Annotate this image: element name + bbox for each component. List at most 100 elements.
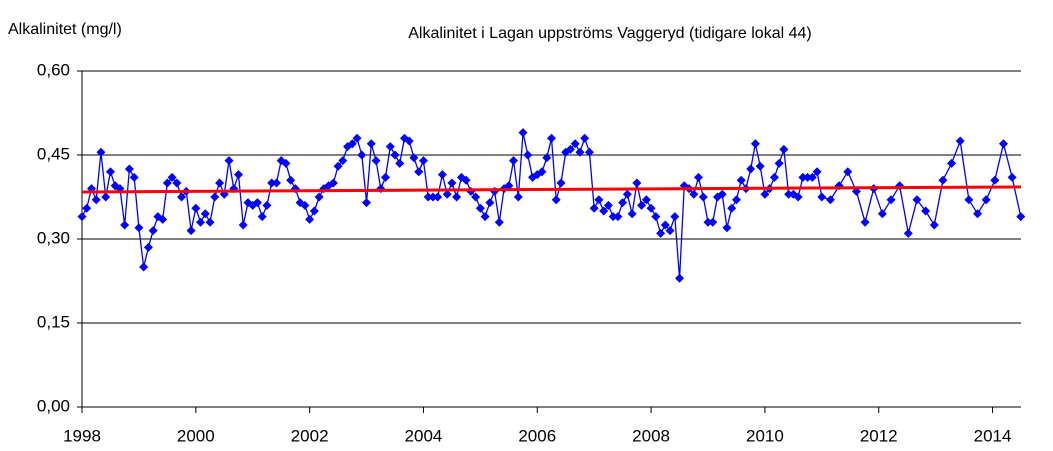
data-point <box>670 212 680 222</box>
data-point <box>129 172 139 182</box>
data-point <box>471 192 481 202</box>
data-point <box>627 209 637 219</box>
data-point <box>186 226 196 236</box>
data-point <box>981 195 991 205</box>
x-tick-label: 2000 <box>177 426 215 445</box>
data-point <box>632 178 642 188</box>
y-tick-label: 0,60 <box>37 60 70 79</box>
data-point <box>461 175 471 185</box>
data-point <box>82 203 92 213</box>
data-point <box>964 195 974 205</box>
data-point <box>570 139 580 149</box>
data-point <box>347 139 357 149</box>
data-point <box>929 220 939 230</box>
data-point <box>798 172 808 182</box>
data-point <box>708 217 718 227</box>
data-point <box>618 198 628 208</box>
data-point <box>1007 172 1017 182</box>
data-point <box>124 164 134 174</box>
data-point <box>599 206 609 216</box>
data-point <box>693 172 703 182</box>
data-point <box>646 203 656 213</box>
data-point <box>172 178 182 188</box>
data-point <box>143 242 153 252</box>
y-tick-label: 0,45 <box>37 144 70 163</box>
data-point <box>262 200 272 210</box>
data-point <box>886 195 896 205</box>
data-point <box>480 212 490 222</box>
data-point <box>139 262 149 272</box>
data-point <box>215 178 225 188</box>
data-point <box>414 167 424 177</box>
data-point <box>442 189 452 199</box>
data-point <box>134 223 144 233</box>
data-point <box>825 195 835 205</box>
data-point <box>281 158 291 168</box>
data-point <box>305 214 315 224</box>
data-point <box>603 200 613 210</box>
data-point <box>860 217 870 227</box>
data-point <box>428 192 438 202</box>
data-point <box>362 198 372 208</box>
data-point <box>556 178 566 188</box>
data-point <box>912 195 922 205</box>
x-tick-label: 2010 <box>746 426 784 445</box>
data-point <box>366 139 376 149</box>
x-tick-label: 2014 <box>974 426 1012 445</box>
data-point <box>475 203 485 213</box>
data-point <box>675 273 685 283</box>
data-point <box>267 178 277 188</box>
data-point <box>955 136 965 146</box>
data-point <box>101 192 111 202</box>
data-point <box>750 139 760 149</box>
data-point <box>589 203 599 213</box>
data-point <box>760 189 770 199</box>
data-point <box>404 136 414 146</box>
data-point <box>418 156 428 166</box>
data-point <box>784 189 794 199</box>
x-tick-label: 2008 <box>632 426 670 445</box>
data-point <box>205 217 215 227</box>
data-point <box>485 198 495 208</box>
data-point <box>947 158 957 168</box>
y-tick-label: 0,15 <box>37 312 70 331</box>
data-point <box>395 158 405 168</box>
x-tick-label: 2006 <box>518 426 556 445</box>
data-point <box>703 217 713 227</box>
data-point <box>656 228 666 238</box>
x-tick-label: 2012 <box>860 426 898 445</box>
data-point <box>660 220 670 230</box>
data-point <box>613 212 623 222</box>
data-point <box>622 189 632 199</box>
data-point <box>423 192 433 202</box>
data-point <box>812 167 822 177</box>
data-point <box>77 212 87 222</box>
data-point <box>504 181 514 191</box>
data-point <box>390 150 400 160</box>
data-point <box>722 223 732 233</box>
data-point <box>565 144 575 154</box>
data-point <box>148 226 158 236</box>
data-point <box>509 156 519 166</box>
data-point <box>542 153 552 163</box>
data-point <box>608 212 618 222</box>
data-point <box>1016 212 1026 222</box>
data-point <box>803 172 813 182</box>
data-point <box>120 220 130 230</box>
data-point <box>651 212 661 222</box>
data-point <box>990 175 1000 185</box>
y-axis-label: Alkalinitet (mg/l) <box>8 21 122 38</box>
data-point <box>447 178 457 188</box>
data-point <box>494 217 504 227</box>
data-point <box>903 228 913 238</box>
data-point <box>167 172 177 182</box>
data-point <box>998 139 1008 149</box>
data-point <box>191 203 201 213</box>
data-point <box>523 150 533 160</box>
data-line <box>81 132 1022 279</box>
data-point <box>551 195 561 205</box>
x-tick-label: 2004 <box>405 426 443 445</box>
data-point <box>665 226 675 236</box>
data-point <box>727 203 737 213</box>
